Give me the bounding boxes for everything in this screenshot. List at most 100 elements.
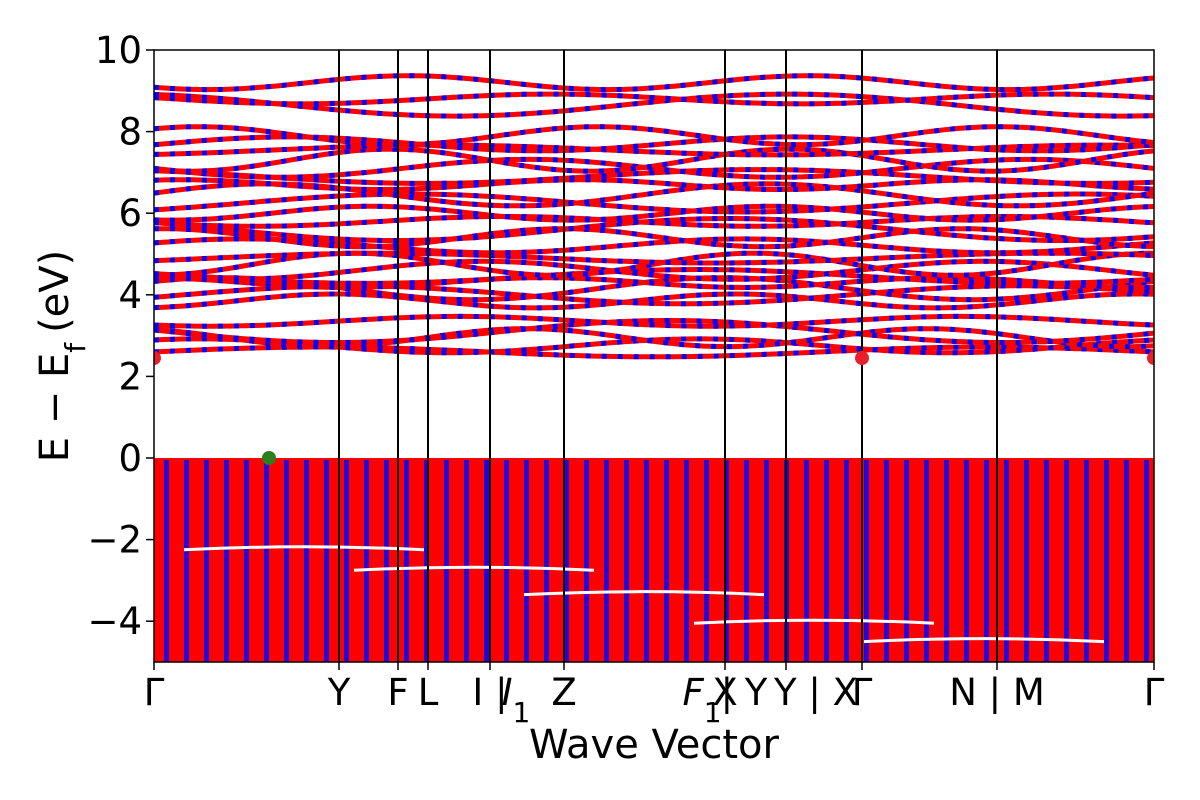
- band-edge-markers: [154, 351, 1154, 465]
- y-axis-label-main: E − E: [32, 353, 78, 463]
- valence-band-gap: [863, 637, 1105, 644]
- valence-band-stripe: [924, 460, 929, 662]
- cbm-marker: [1147, 351, 1154, 366]
- valence-band-stripe: [964, 460, 969, 662]
- valence-band-stripe: [224, 460, 229, 662]
- valence-band-stripe: [444, 460, 449, 662]
- valence-band-stripe: [824, 460, 829, 662]
- valence-band-stripe: [864, 460, 869, 662]
- x-tick-label: F: [387, 671, 408, 714]
- valence-band-stripe: [984, 460, 989, 662]
- conduction-band-line-overlay: [154, 167, 1154, 186]
- x-tick-label: Γ: [1144, 671, 1165, 714]
- conduction-band-line-overlay: [154, 236, 1154, 256]
- plot-area: [154, 50, 1154, 662]
- valence-band-stripe: [1104, 460, 1109, 662]
- valence-band-stripe: [724, 460, 729, 662]
- conduction-band-line-overlay: [154, 216, 1154, 243]
- valence-band-stripe: [584, 460, 589, 662]
- y-axis-label: E − Ef (eV): [32, 250, 92, 463]
- conduction-band-line-overlay: [154, 291, 1154, 311]
- valence-band-stripe: [624, 460, 629, 662]
- x-tick-label: Γ: [852, 671, 873, 714]
- valence-band-stripe: [744, 460, 749, 662]
- x-tick-label: I |: [472, 671, 507, 714]
- valence-band-stripe: [604, 460, 609, 662]
- conduction-band-line-overlay: [154, 203, 1154, 223]
- conduction-band-line-overlay: [154, 275, 1154, 291]
- cbm-marker: [855, 351, 869, 366]
- valence-band-stripe: [404, 460, 409, 662]
- valence-band-stripe: [304, 460, 309, 662]
- conduction-band-line: [154, 146, 1154, 174]
- conduction-band-line-overlay: [154, 91, 1154, 107]
- valence-band-stripe: [264, 460, 269, 662]
- valence-band-stripe: [904, 460, 909, 662]
- conduction-band-line-overlay: [154, 267, 1154, 286]
- valence-band-stripe: [684, 460, 689, 662]
- conduction-band-line: [154, 326, 1154, 350]
- cbm-marker: [154, 351, 161, 366]
- valence-band-stripe: [164, 460, 169, 662]
- valence-band-stripe: [244, 460, 249, 662]
- conduction-band-line-overlay: [154, 214, 1154, 229]
- vbm-marker: [262, 451, 276, 465]
- valence-band-stripe: [184, 460, 189, 662]
- valence-band-stripe: [484, 460, 489, 662]
- conduction-band-line-overlay: [154, 283, 1154, 307]
- valence-band-stripe: [1004, 460, 1009, 662]
- valence-band-stripe: [344, 460, 349, 662]
- valence-band-stripe: [884, 460, 889, 662]
- y-tick-label: 0: [118, 437, 142, 480]
- valence-band-stripe: [1044, 460, 1049, 662]
- x-axis-label: Wave Vector: [529, 722, 780, 768]
- x-tick-label: L: [418, 671, 439, 714]
- conduction-band-line-overlay: [154, 191, 1154, 215]
- valence-band-stripe: [804, 460, 809, 662]
- y-axis-ticks: −4 −2 0 2 4 6 8 10: [87, 29, 154, 643]
- y-tick-label: 8: [118, 111, 142, 154]
- y-tick-label: −2: [87, 519, 142, 562]
- y-tick-label: 4: [118, 274, 142, 317]
- x-tick-label: Z: [551, 671, 576, 714]
- valence-band-stripe: [464, 460, 469, 662]
- valence-band-stripe: [544, 460, 549, 662]
- x-tick-label: Y | X: [773, 671, 858, 714]
- valence-bands: [154, 458, 1154, 662]
- conduction-band-line: [154, 226, 1154, 250]
- y-axis-label-unit: (eV): [32, 250, 78, 333]
- valence-band-stripe: [204, 460, 209, 662]
- x-tick-label: I1: [502, 671, 531, 729]
- conduction-band-line-overlay: [154, 156, 1154, 180]
- valence-band-stripe: [1064, 460, 1069, 662]
- conduction-band-line-overlay: [154, 134, 1154, 154]
- valence-band-stripe: [644, 460, 649, 662]
- x-tick-label: | Y: [721, 671, 768, 714]
- valence-band-stripe: [944, 460, 949, 662]
- valence-band-gap: [523, 590, 765, 597]
- conduction-bands: [154, 73, 1154, 360]
- plot-frame: [153, 49, 1155, 663]
- valence-band-stripe: [1124, 460, 1129, 662]
- conduction-band-line-overlay: [154, 73, 1154, 93]
- valence-band-stripe: [564, 460, 569, 662]
- conduction-band-line-overlay: [154, 313, 1154, 329]
- valence-band-stripe: [424, 460, 429, 662]
- x-tick-label: X: [712, 671, 737, 714]
- x-tick-label: N | M: [949, 671, 1045, 714]
- valence-band-stripe: [764, 460, 769, 662]
- conduction-band-line-overlay: [154, 91, 1154, 119]
- y-tick-label: 2: [118, 355, 142, 398]
- conduction-band-line-overlay: [154, 258, 1154, 282]
- valence-band-stripe: [1084, 460, 1089, 662]
- valence-band-stripe: [284, 460, 289, 662]
- conduction-band-line: [154, 124, 1154, 148]
- valence-band-gap: [183, 545, 425, 552]
- x-tick-label: Γ: [144, 671, 165, 714]
- y-tick-label: 6: [118, 192, 142, 235]
- valence-band-stripe: [524, 460, 529, 662]
- x-tick-label: Y: [327, 671, 351, 714]
- conduction-band-line-overlay: [154, 318, 1154, 345]
